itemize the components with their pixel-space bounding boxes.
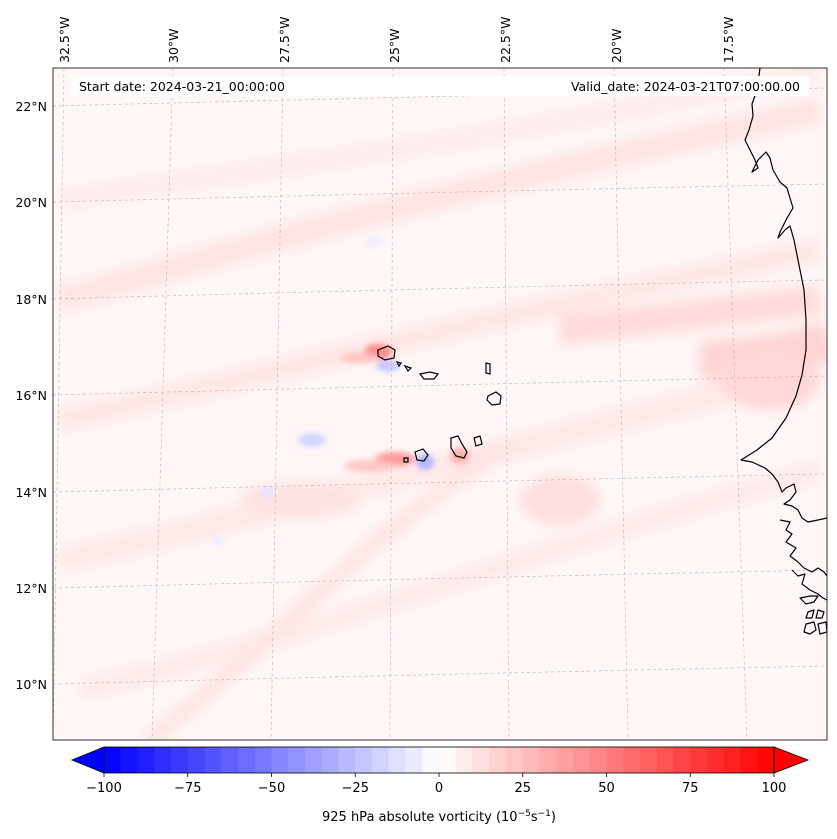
colorbar-segment [120, 747, 139, 773]
colorbar-segment [690, 747, 708, 773]
colorbar-segments [104, 747, 775, 773]
colorbar-segment [757, 747, 775, 773]
colorbar-segment [388, 747, 407, 773]
lat-label: 14°N [15, 485, 47, 500]
colorbar-segment [338, 747, 356, 773]
graticule [53, 68, 827, 740]
colorbar-segment [556, 747, 574, 773]
header-strip [70, 76, 809, 96]
colorbar-min-extend-arrow [70, 746, 105, 774]
sao-nicolau-island [403, 364, 440, 380]
start-date-label: Start date: 2024-03-21_00:00:00 [79, 79, 285, 94]
colorbar-segment [589, 747, 608, 773]
colorbar-segment [221, 747, 239, 773]
colorbar-segment [606, 747, 624, 773]
colorbar-segment [723, 747, 742, 773]
lat-label: 12°N [15, 581, 47, 596]
map-frame [52, 67, 828, 741]
lat-label: 18°N [15, 292, 47, 307]
colorbar-segment [707, 747, 725, 773]
colorbar-segment [372, 747, 390, 773]
fogo-island [414, 448, 429, 462]
lon-label: 30°W [166, 28, 181, 63]
lon-label: 20°W [609, 28, 624, 63]
colorbar-segment [522, 747, 541, 773]
lat-label: 16°N [15, 388, 47, 403]
colorbar-segment [271, 747, 289, 773]
colorbar-tick-label: 50 [598, 781, 615, 796]
colorbar-segment [137, 747, 155, 773]
colorbar-segment [204, 747, 222, 773]
lon-label: 27.5°W [277, 17, 292, 63]
colorbar-segment [472, 747, 490, 773]
brava-island [403, 457, 409, 463]
sao-vicente-island [395, 361, 402, 368]
colorbar-segment [171, 747, 189, 773]
island-vorticity-dipoles [212, 237, 470, 545]
colorbar-segment [254, 747, 273, 773]
colorbar-segment [305, 747, 323, 773]
colorbar-segment [740, 747, 758, 773]
colorbar-segment [238, 747, 256, 773]
colorbar: −100 −75 −50 −25 0 25 50 75 100 925 hPa absolute… [70, 746, 810, 825]
colorbar-max-extend-arrow [773, 746, 810, 774]
maio-island [473, 435, 483, 447]
colorbar-tick-label: 0 [435, 781, 443, 796]
colorbar-segment [506, 747, 524, 773]
lon-label: 25°W [387, 28, 402, 63]
lon-label: 32.5°W [57, 17, 72, 63]
latitude-labels: 22°N 20°N 18°N 16°N 14°N 12°N 10°N [15, 99, 47, 692]
african-coastline [740, 68, 827, 635]
colorbar-tick-label: 25 [514, 781, 531, 796]
colorbar-segment [455, 747, 474, 773]
colorbar-segment [104, 747, 122, 773]
valid-date-label: Valid_date: 2024-03-21T07:00:00.00 [571, 79, 800, 94]
santo-antao-island [377, 345, 396, 361]
colorbar-label: 925 hPa absolute vorticity (10−5s−1) [322, 809, 556, 825]
colorbar-tick-label: −50 [258, 781, 285, 796]
colorbar-segment [489, 747, 507, 773]
colorbar-segment [288, 747, 306, 773]
boa-vista-island [486, 391, 502, 406]
colorbar-segment [656, 747, 675, 773]
colorbar-segment [187, 747, 206, 773]
colorbar-tick-label: −100 [86, 781, 122, 796]
colorbar-tick-label: 100 [762, 781, 787, 796]
colorbar-segment [405, 747, 423, 773]
colorbar-segment [321, 747, 340, 773]
colorbar-segment [439, 747, 457, 773]
cape-verde-islands [377, 345, 502, 463]
colorbar-tick-label: −25 [342, 781, 369, 796]
colorbar-tick-label: 75 [682, 781, 699, 796]
colorbar-tick-label: −75 [174, 781, 201, 796]
colorbar-segment [673, 747, 691, 773]
lat-label: 22°N [15, 99, 47, 114]
map-area [53, 68, 827, 740]
colorbar-segment [355, 747, 373, 773]
colorbar-segment [154, 747, 172, 773]
sal-island [485, 362, 491, 375]
colorbar-segment [573, 747, 591, 773]
longitude-labels: 32.5°W 30°W 27.5°W 25°W 22.5°W 20°W 17.5… [57, 17, 736, 63]
santiago-island [450, 435, 468, 459]
lon-label: 22.5°W [498, 17, 513, 63]
lon-label: 17.5°W [721, 17, 736, 63]
colorbar-segment [623, 747, 641, 773]
colorbar-segment [539, 747, 557, 773]
colorbar-segment [422, 747, 440, 773]
colorbar-ticks: −100 −75 −50 −25 0 25 50 75 100 [86, 773, 786, 796]
colorbar-segment [640, 747, 658, 773]
lat-label: 10°N [15, 677, 47, 692]
lat-label: 20°N [15, 195, 47, 210]
